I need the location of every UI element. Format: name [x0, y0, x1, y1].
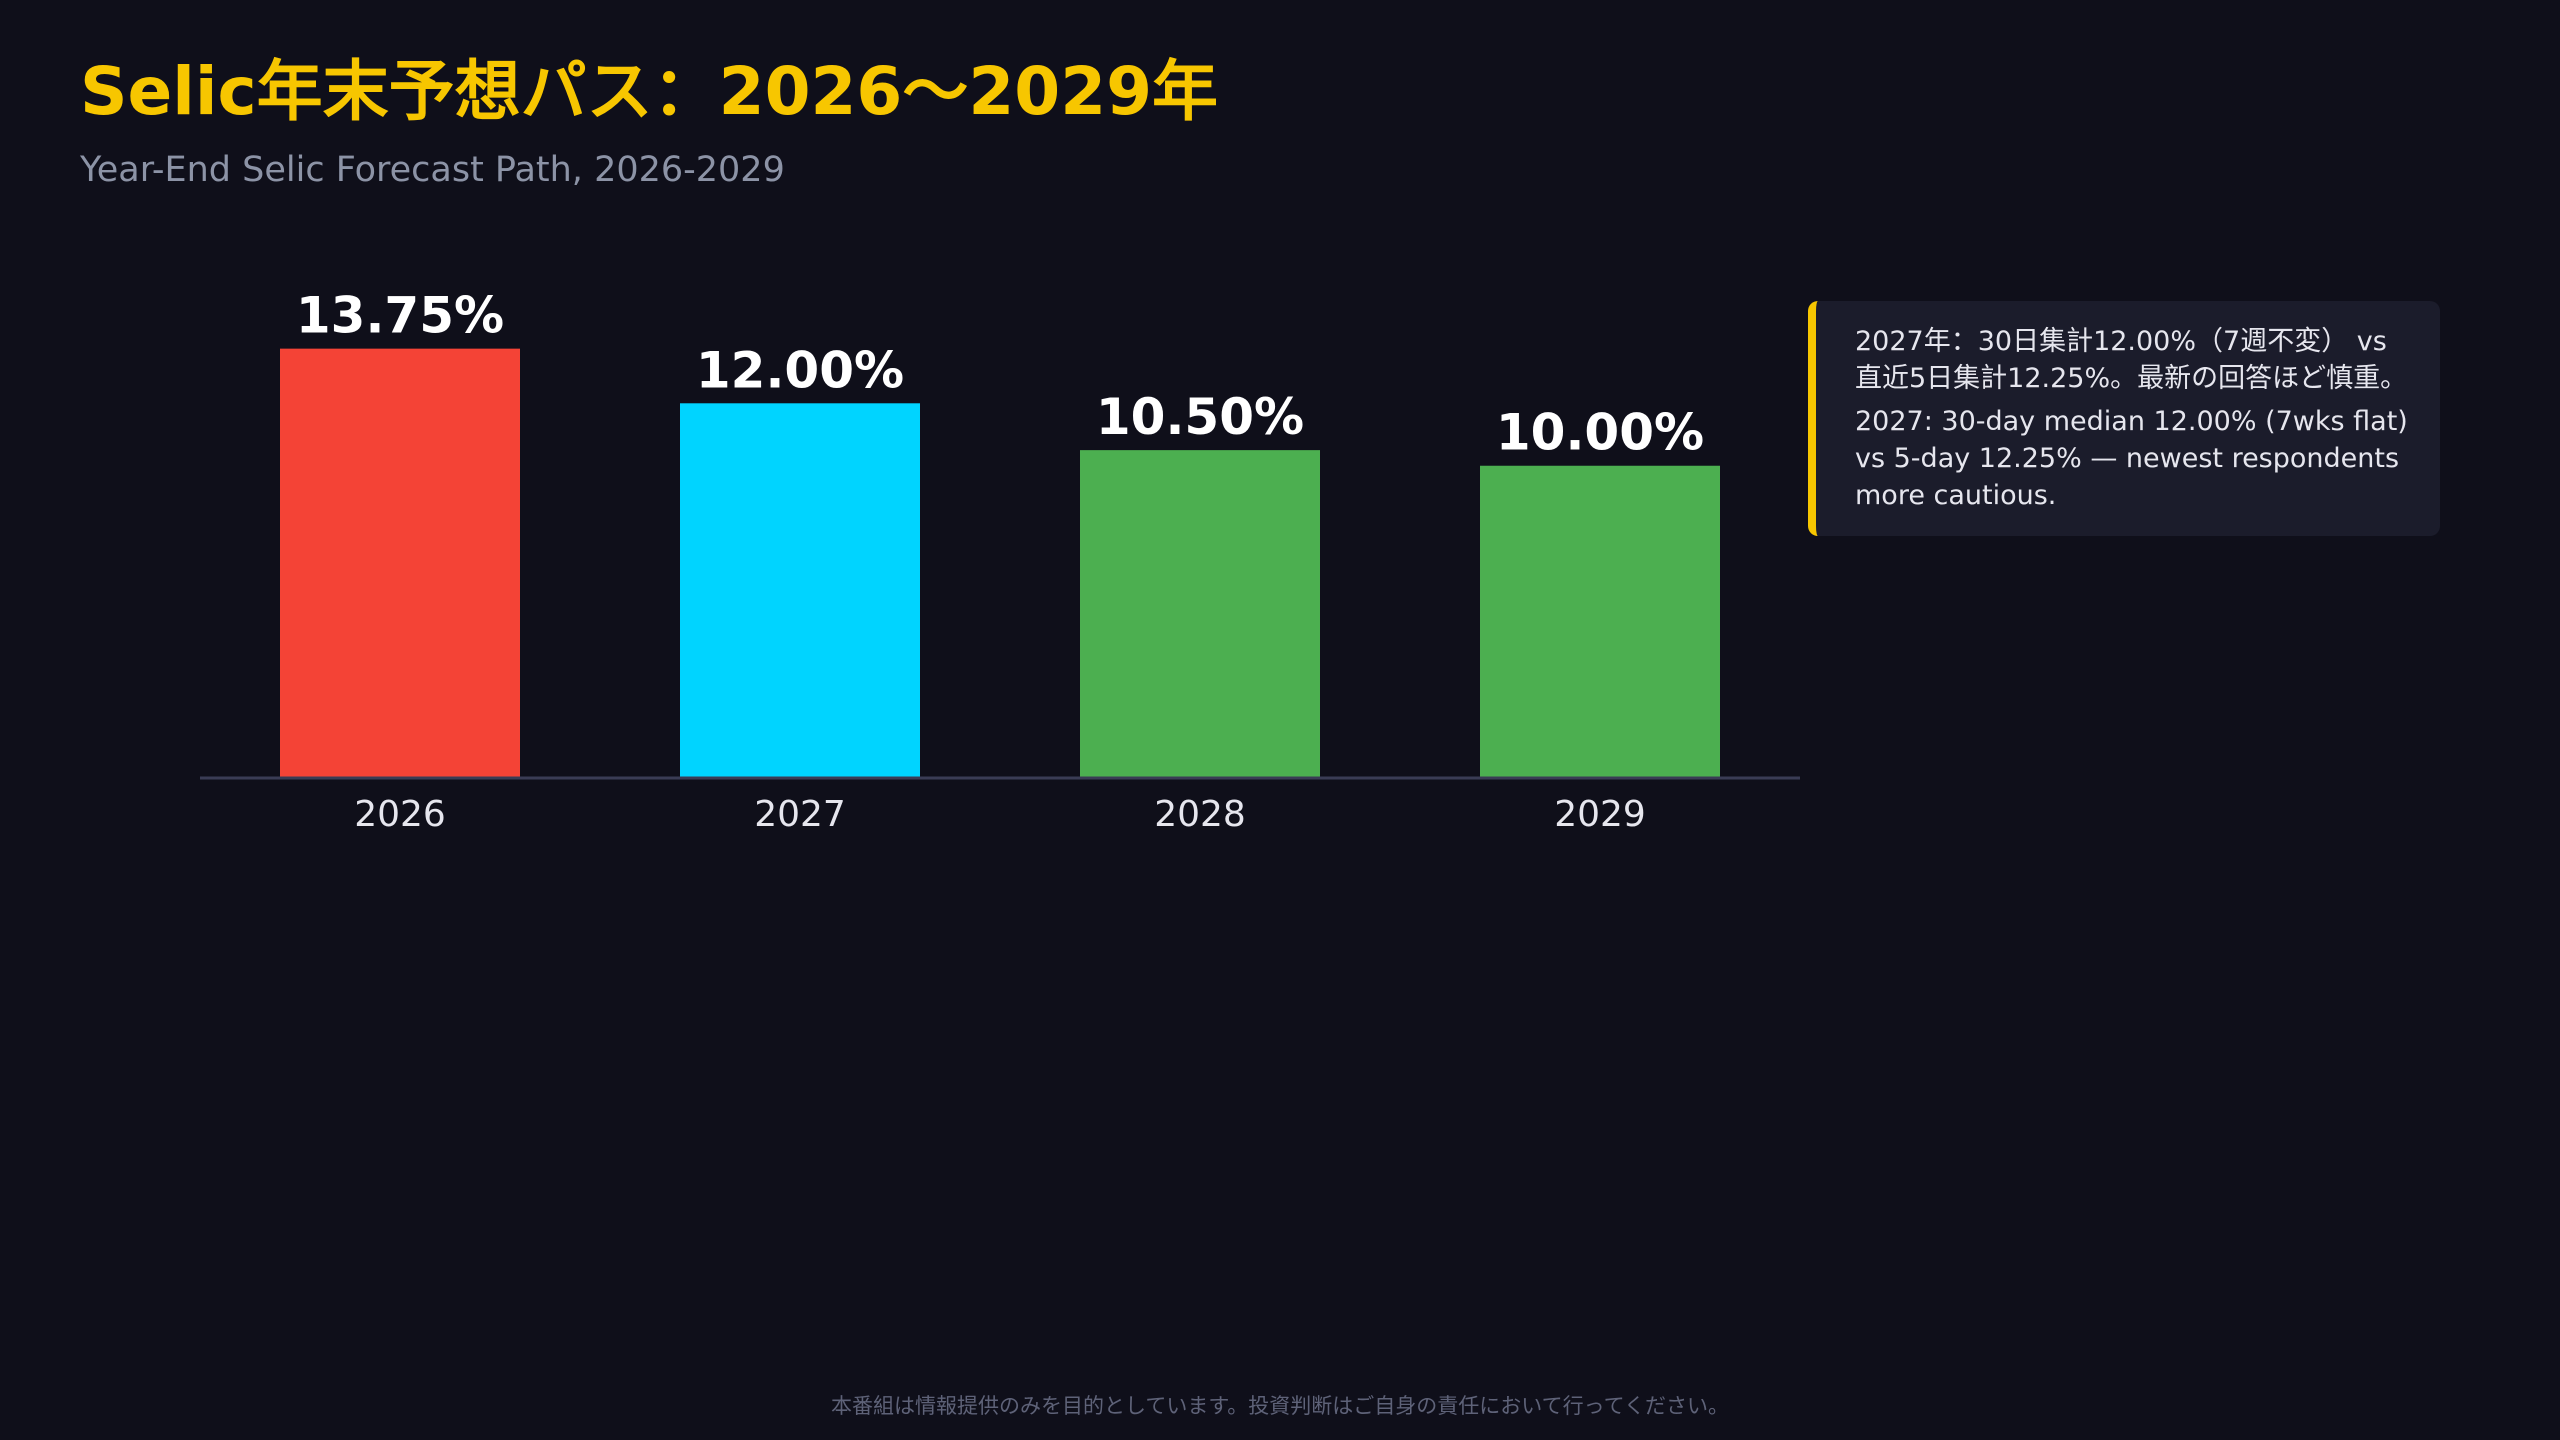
data-label-2029: 10.00%: [1496, 404, 1704, 462]
data-label-2027: 12.00%: [696, 341, 904, 399]
disclaimer-footer: 本番組は情報提供のみを目的としています。投資判断はご自身の責任において行ってくだ…: [831, 1394, 1729, 1418]
bar-2027: [680, 403, 920, 778]
x-tick-label-2029: 2029: [1554, 794, 1646, 835]
data-label-2026: 13.75%: [296, 287, 504, 345]
x-tick-label-2028: 2028: [1154, 794, 1246, 835]
bar-chart: 13.75% 12.00% 10.50% 10.00% 2026 2027 2028 202…: [200, 287, 1800, 835]
annotation-text-english: 2027: 30-day median 12.00% (7wks flat) v…: [1855, 406, 2408, 511]
chart-title: Selic年末予想パス：2026〜2029年: [80, 53, 1219, 130]
annotation-callout: 2027年：30日集計12.00%（7週不変） vs 直近5日集計12.25%。…: [1808, 301, 2440, 536]
data-label-2028: 10.50%: [1096, 388, 1304, 446]
chart-subtitle: Year-End Selic Forecast Path, 2026-2029: [80, 150, 785, 190]
bar-2026: [280, 348, 520, 778]
bar-2028: [1080, 450, 1320, 778]
annotation-text-japanese: 2027年：30日集計12.00%（7週不変） vs 直近5日集計12.25%。…: [1855, 326, 2408, 394]
bar-2029: [1480, 465, 1720, 778]
x-tick-label-2027: 2027: [754, 794, 846, 835]
x-tick-label-2026: 2026: [354, 794, 446, 835]
